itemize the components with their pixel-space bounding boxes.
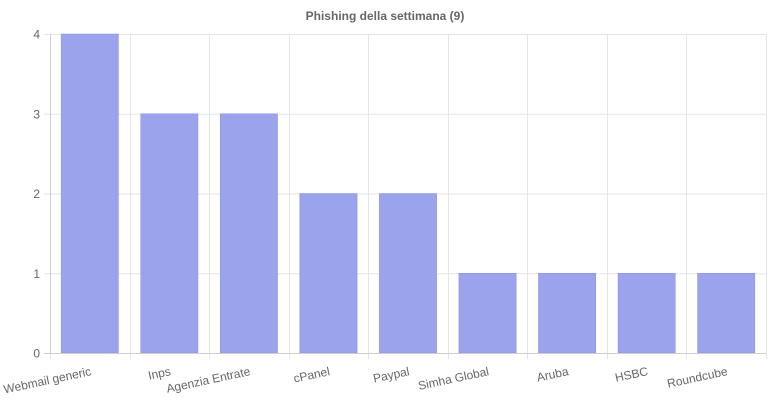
bar: [60, 33, 119, 354]
bar: [219, 113, 278, 354]
bar: [458, 273, 517, 354]
bar: [379, 193, 437, 354]
bar: [697, 273, 756, 354]
x-tick-label: Simha Global: [417, 364, 490, 393]
x-tick-label: Inps: [147, 364, 172, 382]
bar: [299, 193, 358, 354]
x-tick-label: Paypal: [372, 364, 411, 385]
x-tick-label: Roundcube: [666, 364, 729, 391]
bar: [140, 113, 199, 354]
y-tick-label: 4: [33, 28, 40, 42]
x-tick-label: Webmail generic: [2, 364, 92, 396]
bar: [538, 273, 597, 354]
y-tick-label: 1: [33, 267, 40, 281]
y-tick-label: 2: [33, 187, 40, 201]
bar: [617, 273, 676, 354]
chart-title: Phishing della settimana (9): [306, 9, 465, 23]
x-tick-label: Agenzia Entrate: [165, 364, 252, 396]
axes: [44, 34, 766, 354]
x-tick-label: Aruba: [535, 364, 570, 384]
y-axis-ticks: 0 1 2 3 4: [33, 28, 40, 361]
bars: [60, 33, 756, 354]
x-tick-label: cPanel: [292, 364, 331, 385]
y-tick-label: 0: [33, 347, 40, 361]
x-tick-label: HSBC: [614, 364, 650, 385]
y-tick-label: 3: [33, 107, 40, 121]
